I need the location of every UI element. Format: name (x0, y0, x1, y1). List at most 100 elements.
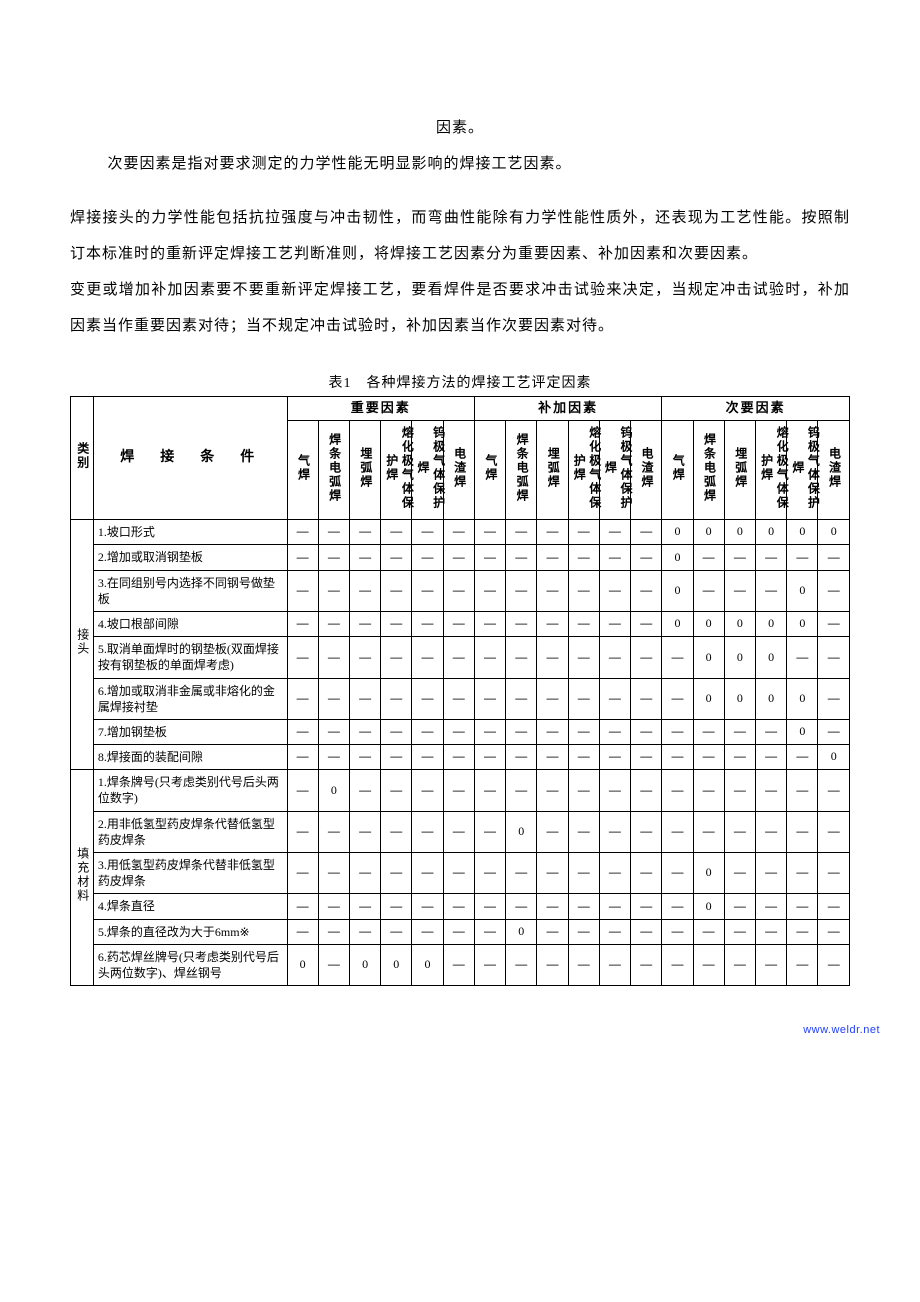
data-cell: — (506, 745, 537, 770)
data-cell: 0 (787, 570, 818, 611)
data-cell: — (631, 611, 662, 636)
data-cell: — (568, 944, 599, 985)
table-row: 4.坡口根部间隙————————————00000— (71, 611, 850, 636)
data-cell: 0 (662, 611, 693, 636)
data-cell: — (287, 678, 318, 719)
data-cell: — (381, 919, 412, 944)
data-cell: — (318, 853, 349, 894)
data-cell: — (787, 853, 818, 894)
data-cell: — (349, 520, 380, 545)
data-cell: — (724, 811, 755, 852)
data-cell: — (724, 570, 755, 611)
data-cell: — (599, 894, 630, 919)
data-cell: 0 (287, 944, 318, 985)
data-cell: — (349, 853, 380, 894)
data-cell: — (662, 919, 693, 944)
data-cell: — (631, 678, 662, 719)
header-subcol: 熔化极气体保护焊 (381, 420, 412, 519)
data-cell: — (631, 770, 662, 811)
data-cell: — (787, 637, 818, 678)
data-cell: 0 (662, 545, 693, 570)
data-cell: — (506, 570, 537, 611)
condition-cell: 7.增加钢垫板 (93, 719, 287, 744)
data-cell: — (818, 944, 850, 985)
data-cell: 0 (693, 611, 724, 636)
condition-cell: 2.增加或取消钢垫板 (93, 545, 287, 570)
data-cell: — (349, 611, 380, 636)
data-cell: — (443, 719, 474, 744)
data-cell: — (318, 637, 349, 678)
data-cell: — (693, 570, 724, 611)
data-cell: 0 (662, 570, 693, 611)
data-cell: — (787, 770, 818, 811)
data-cell: — (506, 770, 537, 811)
data-cell: — (287, 919, 318, 944)
data-cell: 0 (756, 611, 787, 636)
header-group-important: 重要因素 (287, 397, 474, 421)
data-cell: — (474, 770, 505, 811)
data-cell: — (662, 811, 693, 852)
data-cell: — (318, 570, 349, 611)
data-cell: — (818, 611, 850, 636)
data-cell: — (662, 719, 693, 744)
data-cell: — (662, 894, 693, 919)
data-cell: — (693, 944, 724, 985)
data-cell: — (818, 719, 850, 744)
data-cell: — (599, 853, 630, 894)
table-row: 6.药芯焊丝牌号(只考虑类别代号后头两位数字)、焊丝钢号0—000———————… (71, 944, 850, 985)
data-cell: — (443, 811, 474, 852)
data-cell: — (474, 611, 505, 636)
data-cell: — (381, 770, 412, 811)
header-subcol: 焊条电弧焊 (506, 420, 537, 519)
data-cell: — (506, 611, 537, 636)
data-cell: — (631, 545, 662, 570)
condition-cell: 4.焊条直径 (93, 894, 287, 919)
data-cell: — (599, 637, 630, 678)
data-cell: — (381, 611, 412, 636)
data-cell: — (724, 894, 755, 919)
category-cell: 接头 (71, 520, 94, 770)
condition-cell: 1.坡口形式 (93, 520, 287, 545)
data-cell: — (474, 894, 505, 919)
data-cell: 0 (693, 894, 724, 919)
header-subcol: 钨极气体保护焊 (412, 420, 443, 519)
condition-cell: 5.取消单面焊时的钢垫板(双面焊接按有钢垫板的单面焊考虑) (93, 637, 287, 678)
data-cell: 0 (693, 853, 724, 894)
data-cell: — (474, 545, 505, 570)
data-cell: — (537, 770, 568, 811)
data-cell: — (287, 745, 318, 770)
condition-cell: 2.用非低氢型药皮焊条代替低氢型药皮焊条 (93, 811, 287, 852)
data-cell: — (318, 611, 349, 636)
data-cell: 0 (787, 719, 818, 744)
data-cell: — (537, 570, 568, 611)
condition-cell: 6.药芯焊丝牌号(只考虑类别代号后头两位数字)、焊丝钢号 (93, 944, 287, 985)
data-cell: — (349, 745, 380, 770)
header-group-minor: 次要因素 (662, 397, 850, 421)
data-cell: — (631, 894, 662, 919)
data-cell: — (443, 570, 474, 611)
data-cell: — (506, 545, 537, 570)
table-row: 4.焊条直径—————————————0———— (71, 894, 850, 919)
condition-cell: 1.焊条牌号(只考虑类别代号后头两位数字) (93, 770, 287, 811)
data-cell: — (693, 919, 724, 944)
data-cell: — (818, 919, 850, 944)
evaluation-table: 类别 焊 接 条 件 重要因素 补加因素 次要因素 气焊焊条电弧焊埋弧焊熔化极气… (70, 396, 850, 986)
data-cell: — (537, 637, 568, 678)
data-cell: — (724, 745, 755, 770)
data-cell: — (787, 944, 818, 985)
data-cell: — (568, 678, 599, 719)
data-cell: — (287, 770, 318, 811)
data-cell: — (631, 520, 662, 545)
data-cell: — (568, 853, 599, 894)
data-cell: — (662, 678, 693, 719)
data-cell: — (443, 853, 474, 894)
data-cell: — (693, 811, 724, 852)
data-cell: — (631, 944, 662, 985)
data-cell: — (506, 520, 537, 545)
data-cell: — (662, 637, 693, 678)
data-cell: — (318, 545, 349, 570)
table-row: 接头1.坡口形式————————————000000 (71, 520, 850, 545)
data-cell: — (474, 520, 505, 545)
data-cell: — (787, 545, 818, 570)
data-cell: — (474, 745, 505, 770)
